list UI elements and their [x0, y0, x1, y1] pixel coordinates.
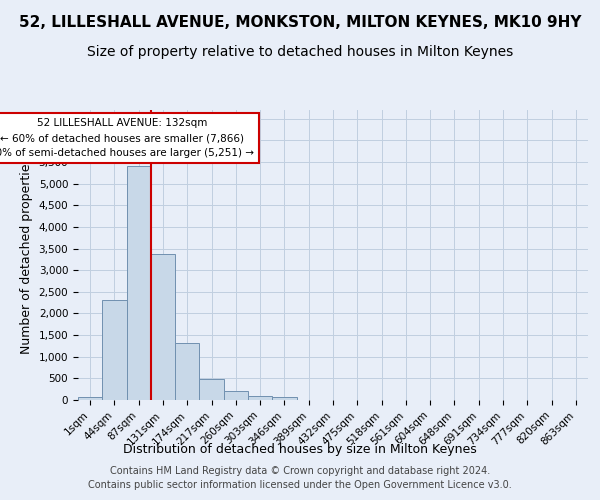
Text: 52 LILLESHALL AVENUE: 132sqm
← 60% of detached houses are smaller (7,866)
40% of: 52 LILLESHALL AVENUE: 132sqm ← 60% of de… — [0, 118, 254, 158]
Text: Size of property relative to detached houses in Milton Keynes: Size of property relative to detached ho… — [87, 45, 513, 59]
Bar — [127, 166, 151, 400]
Bar — [248, 396, 272, 400]
Text: Contains HM Land Registry data © Crown copyright and database right 2024.
Contai: Contains HM Land Registry data © Crown c… — [88, 466, 512, 490]
Text: Distribution of detached houses by size in Milton Keynes: Distribution of detached houses by size … — [123, 442, 477, 456]
Bar — [224, 392, 248, 400]
Y-axis label: Number of detached properties: Number of detached properties — [20, 156, 33, 354]
Bar — [175, 343, 199, 400]
Text: 52, LILLESHALL AVENUE, MONKSTON, MILTON KEYNES, MK10 9HY: 52, LILLESHALL AVENUE, MONKSTON, MILTON … — [19, 15, 581, 30]
Bar — [102, 300, 127, 400]
Bar — [151, 254, 175, 400]
Bar — [199, 379, 224, 400]
Bar — [272, 398, 296, 400]
Bar — [78, 397, 102, 400]
